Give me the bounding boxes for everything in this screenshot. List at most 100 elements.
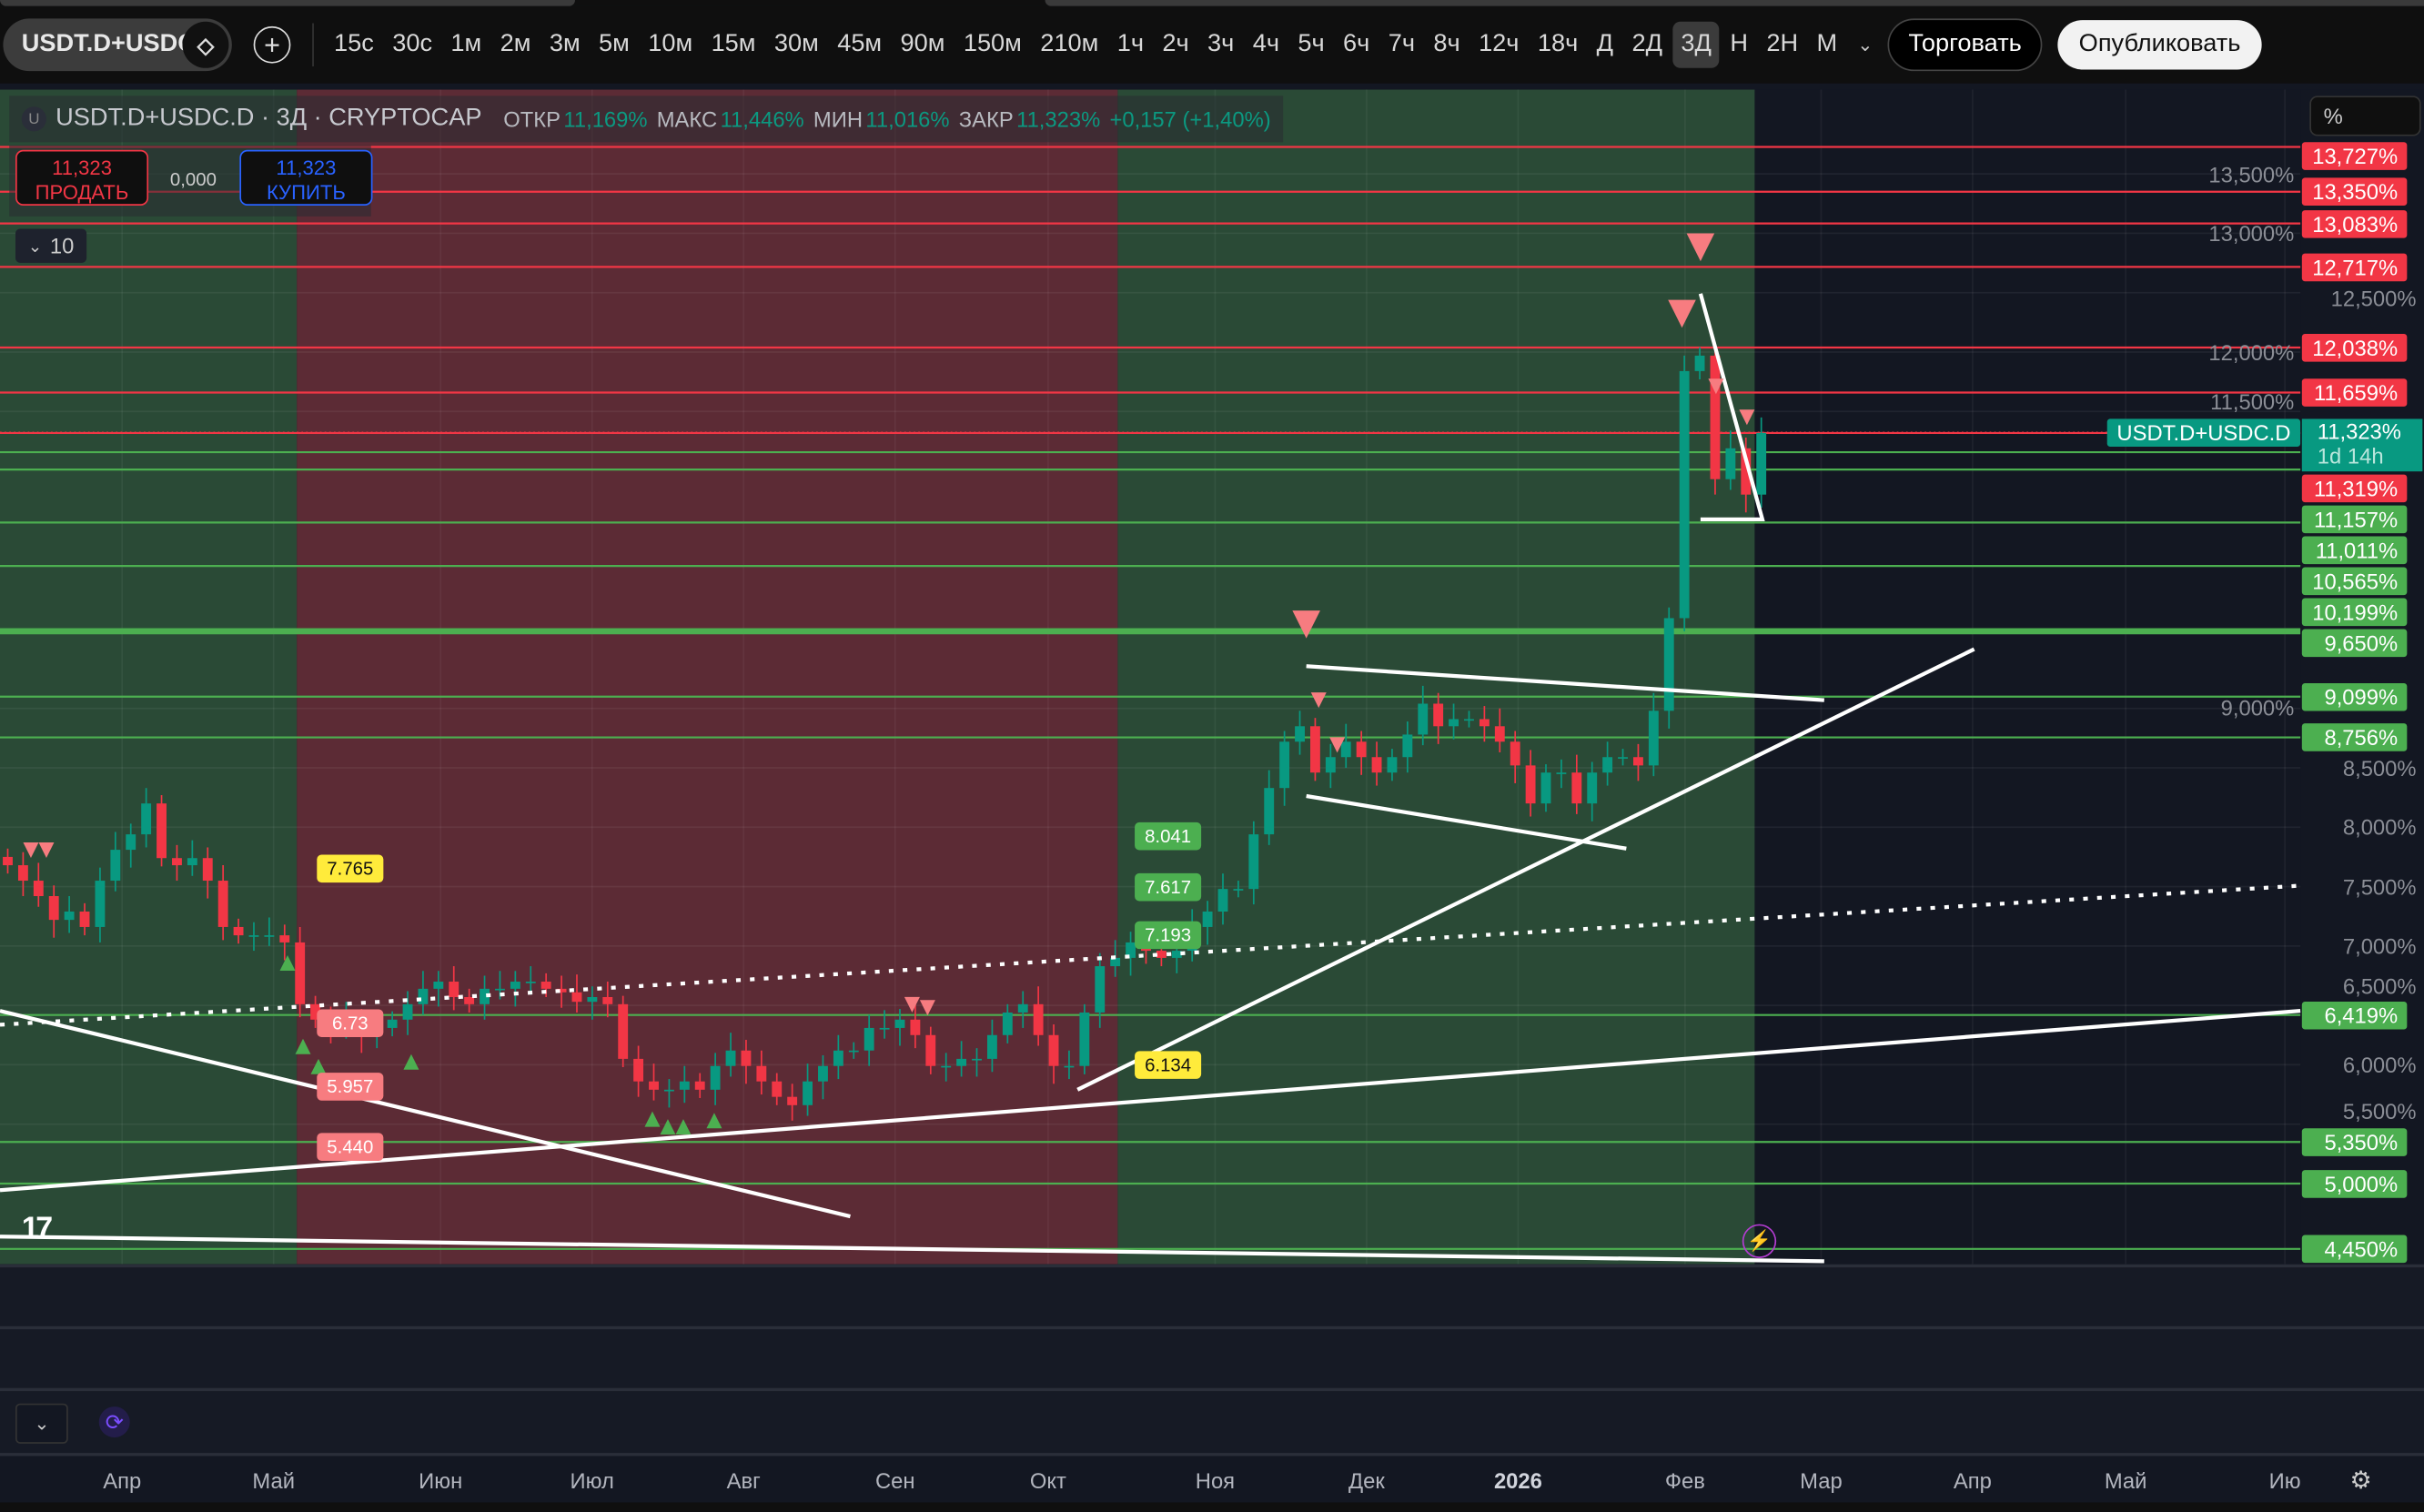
candle-body — [1710, 355, 1721, 479]
price-annotation-label[interactable]: 8.041 — [1135, 822, 1202, 851]
candle-body — [1079, 1012, 1090, 1066]
candle — [1202, 901, 1213, 945]
candle-body — [694, 1081, 705, 1090]
price-annotation-label[interactable]: 6.73 — [317, 1009, 384, 1038]
candle — [725, 1033, 736, 1077]
interval-19[interactable]: 7ч — [1388, 30, 1416, 57]
indicator-pane-3[interactable] — [0, 1387, 2424, 1454]
settings-gear-icon[interactable]: ⚙ — [2349, 1468, 2372, 1495]
interval-27[interactable]: 2Н — [1766, 30, 1799, 57]
interval-18[interactable]: 6ч — [1343, 30, 1370, 57]
interval-14[interactable]: 2ч — [1162, 30, 1189, 57]
axis-unit-selector[interactable]: % — [2309, 96, 2421, 136]
candle-body — [1356, 741, 1367, 758]
interval-16[interactable]: 4ч — [1252, 30, 1280, 57]
interval-3[interactable]: 2м — [500, 30, 531, 57]
interval-2[interactable]: 1м — [450, 30, 482, 57]
candle — [710, 1053, 721, 1105]
candle-body — [1418, 703, 1429, 735]
interval-26[interactable]: Н — [1730, 30, 1748, 57]
trendline[interactable] — [0, 1009, 2301, 1193]
trendline[interactable] — [1306, 793, 1627, 851]
trendline[interactable] — [1076, 647, 1975, 1092]
candle-body — [1126, 942, 1136, 958]
interval-11[interactable]: 150м — [963, 30, 1022, 57]
trade-button[interactable]: Торговать — [1888, 18, 2042, 72]
candle-body — [17, 865, 28, 882]
symbol-search-button[interactable]: USDT.D+USDC.D ◇ — [3, 18, 232, 72]
candle — [1418, 685, 1429, 746]
interval-25[interactable]: 3Д — [1672, 21, 1720, 68]
price-level-badge: 13,083% — [2301, 209, 2408, 237]
price-level-badge: 12,717% — [2301, 253, 2408, 281]
indicator-pane-1[interactable] — [0, 1264, 2424, 1330]
interval-8[interactable]: 30м — [773, 30, 819, 57]
buy-signal-marker — [295, 1038, 311, 1054]
candle-body — [1556, 772, 1567, 774]
candle-body — [910, 1019, 921, 1035]
interval-10[interactable]: 90м — [900, 30, 945, 57]
indicator-pane-2[interactable] — [0, 1326, 2424, 1392]
interval-17[interactable]: 5ч — [1298, 30, 1325, 57]
candle — [17, 852, 28, 897]
price-annotation-label[interactable]: 6.134 — [1135, 1051, 1202, 1079]
interval-22[interactable]: 18ч — [1537, 30, 1579, 57]
lightning-icon[interactable]: ⚡ — [1742, 1224, 1777, 1258]
pennant-drawing[interactable] — [1698, 293, 1765, 521]
price-annotation-label[interactable]: 5.440 — [317, 1133, 384, 1161]
trendline[interactable] — [1306, 664, 1824, 702]
interval-6[interactable]: 10м — [648, 30, 693, 57]
candle-body — [972, 1058, 982, 1061]
interval-5[interactable]: 5м — [599, 30, 630, 57]
sync-icon[interactable]: ⟳ — [98, 1406, 130, 1438]
interval-24[interactable]: 2Д — [1631, 30, 1663, 57]
interval-12[interactable]: 210м — [1040, 30, 1099, 57]
sell-button[interactable]: 11,323 ПРОДАТЬ — [15, 149, 149, 206]
divider — [312, 23, 314, 67]
collapse-panes-button[interactable]: ⌄ — [15, 1403, 68, 1444]
trendline-dotted[interactable] — [0, 883, 2301, 1027]
interval-21[interactable]: 12ч — [1479, 30, 1520, 57]
time-axis[interactable]: Апр Май Июн Июл Авг Сен Окт Ноя Дек 2026 Фев Мар Апр… — [0, 1453, 2424, 1506]
candle — [1079, 1003, 1090, 1074]
price-annotation-label[interactable]: 7.193 — [1135, 921, 1202, 950]
trendline[interactable] — [0, 1009, 851, 1219]
trendline[interactable] — [0, 1235, 1824, 1264]
candle-body — [1479, 719, 1490, 727]
interval-7[interactable]: 15м — [711, 30, 756, 57]
buy-button[interactable]: 11,323 КУПИТЬ — [239, 149, 373, 206]
candle — [157, 795, 167, 867]
price-chart[interactable] — [0, 89, 2424, 1265]
indicators-toggle[interactable]: ⌄ 10 — [15, 228, 87, 263]
chart-pane[interactable]: U USDT.D+USDC.D · 3Д · CRYPTOCAP ОТКР 11,… — [0, 89, 2424, 1265]
sell-signal-marker — [919, 1000, 935, 1016]
interval-20[interactable]: 8ч — [1433, 30, 1460, 57]
price-annotation-label[interactable]: 7.617 — [1135, 872, 1202, 902]
publish-button[interactable]: Опубликовать — [2056, 20, 2263, 70]
compare-plus-icon[interactable]: + — [253, 25, 291, 64]
legend-title[interactable]: USDT.D+USDC.D · 3Д · CRYPTOCAP — [56, 105, 482, 132]
diamond-icon[interactable]: ◇ — [182, 21, 229, 68]
interval-15[interactable]: 3ч — [1207, 30, 1235, 57]
candle — [741, 1039, 752, 1084]
chevron-down-icon[interactable]: ⌄ — [1857, 34, 1874, 56]
interval-13[interactable]: 1ч — [1116, 30, 1144, 57]
interval-1[interactable]: 30с — [392, 30, 433, 57]
interval-23[interactable]: Д — [1596, 30, 1614, 57]
candle — [1064, 1050, 1075, 1080]
candle — [1279, 731, 1290, 806]
interval-9[interactable]: 45м — [837, 30, 883, 57]
price-annotation-label[interactable]: 7.765 — [317, 854, 384, 883]
candle — [833, 1034, 843, 1080]
interval-4[interactable]: 3м — [549, 30, 581, 57]
indicators-count: 10 — [49, 233, 75, 258]
candle — [449, 966, 460, 1011]
price-annotation-label[interactable]: 5.957 — [317, 1073, 384, 1101]
candle — [1433, 692, 1444, 744]
candle — [1295, 711, 1305, 755]
tradingview-logo[interactable]: 17 — [21, 1212, 53, 1246]
price-level-badge: 13,350% — [2301, 177, 2408, 207]
interval-28[interactable]: М — [1816, 30, 1838, 57]
candle-body — [803, 1081, 813, 1105]
interval-0[interactable]: 15с — [333, 30, 374, 57]
